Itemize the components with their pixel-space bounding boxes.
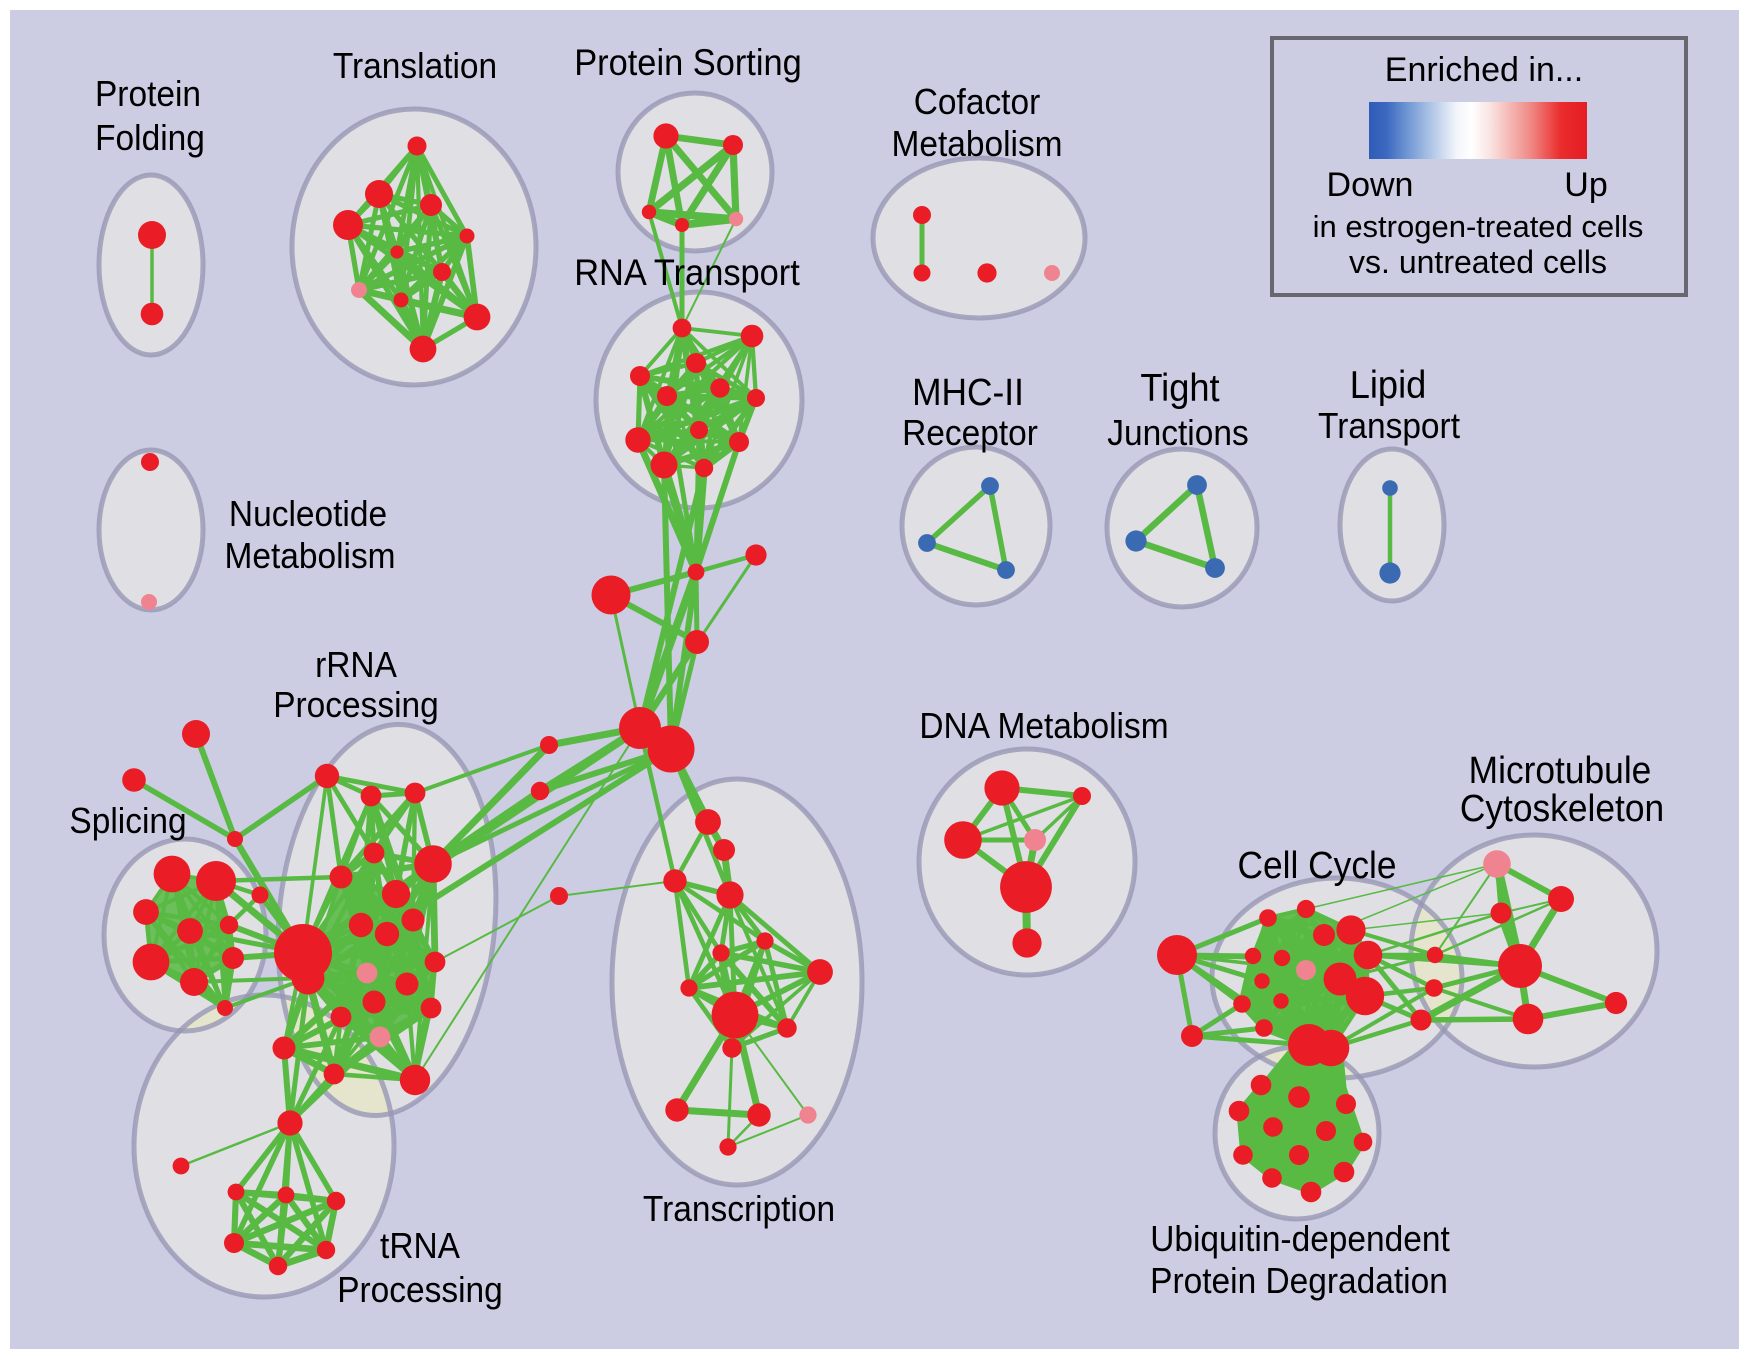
svg-text:Up: Up bbox=[1564, 166, 1607, 204]
svg-text:Folding: Folding bbox=[95, 119, 205, 158]
svg-text:Splicing: Splicing bbox=[69, 802, 186, 841]
svg-text:MHC-II: MHC-II bbox=[912, 371, 1024, 413]
svg-text:Protein: Protein bbox=[95, 75, 201, 114]
svg-text:Enriched in...: Enriched in... bbox=[1385, 51, 1583, 89]
svg-text:Microtubule: Microtubule bbox=[1469, 749, 1652, 791]
svg-text:tRNA: tRNA bbox=[380, 1227, 461, 1266]
svg-text:Translation: Translation bbox=[333, 47, 497, 86]
svg-text:Transcription: Transcription bbox=[643, 1190, 835, 1229]
svg-text:Receptor: Receptor bbox=[902, 414, 1038, 453]
svg-text:Protein Degradation: Protein Degradation bbox=[1150, 1262, 1448, 1301]
svg-text:Tight: Tight bbox=[1140, 366, 1220, 409]
svg-text:Lipid: Lipid bbox=[1350, 363, 1427, 406]
svg-text:Cell Cycle: Cell Cycle bbox=[1237, 844, 1396, 886]
svg-text:RNA Transport: RNA Transport bbox=[574, 252, 800, 293]
svg-text:Ubiquitin-dependent: Ubiquitin-dependent bbox=[1150, 1220, 1450, 1259]
svg-text:Protein Sorting: Protein Sorting bbox=[574, 42, 802, 83]
svg-text:DNA Metabolism: DNA Metabolism bbox=[919, 707, 1168, 746]
svg-text:Metabolism: Metabolism bbox=[224, 537, 395, 576]
svg-text:Metabolism: Metabolism bbox=[891, 125, 1062, 164]
svg-text:Cytoskeleton: Cytoskeleton bbox=[1460, 787, 1664, 829]
svg-text:Nucleotide: Nucleotide bbox=[229, 495, 387, 534]
svg-text:rRNA: rRNA bbox=[315, 646, 398, 685]
svg-text:Junctions: Junctions bbox=[1107, 414, 1248, 453]
svg-text:Transport: Transport bbox=[1318, 407, 1460, 446]
svg-text:Cofactor: Cofactor bbox=[914, 83, 1040, 122]
svg-text:in estrogen-treated cells: in estrogen-treated cells bbox=[1313, 209, 1644, 244]
svg-text:vs. untreated cells: vs. untreated cells bbox=[1349, 244, 1607, 280]
svg-text:Down: Down bbox=[1327, 166, 1414, 204]
svg-text:Processing: Processing bbox=[273, 686, 439, 725]
svg-text:Processing: Processing bbox=[337, 1271, 503, 1310]
